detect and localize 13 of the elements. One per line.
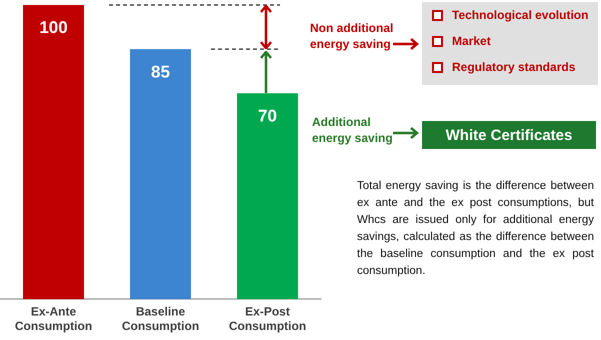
text: Regulatory standards xyxy=(452,60,576,74)
x-tick-label: Ex-Post Consumption xyxy=(228,304,306,334)
data-label: 100 xyxy=(39,18,68,38)
annotation: Additional energy saving xyxy=(312,114,394,146)
text: White Certificates xyxy=(422,121,596,149)
text: Market xyxy=(452,34,491,48)
data-label: 70 xyxy=(258,106,277,126)
x-tick-label: Ex-Ante Consumption xyxy=(14,304,92,334)
x-tick-label: Baseline Consumption xyxy=(122,304,200,334)
text: Technological evolution xyxy=(452,8,588,22)
data-label: 85 xyxy=(151,62,170,82)
text: Total energy saving is the difference between ex ante and the ex post consumptions, but Whcs are issued only for additional energy savings, calculated as the difference between the baseline consumption and the ex post consumption. xyxy=(357,179,594,279)
annotation: Non additional energy saving xyxy=(310,20,394,52)
